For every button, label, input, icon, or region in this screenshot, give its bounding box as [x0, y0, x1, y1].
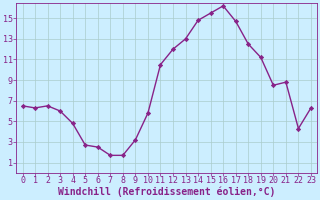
- X-axis label: Windchill (Refroidissement éolien,°C): Windchill (Refroidissement éolien,°C): [58, 187, 276, 197]
